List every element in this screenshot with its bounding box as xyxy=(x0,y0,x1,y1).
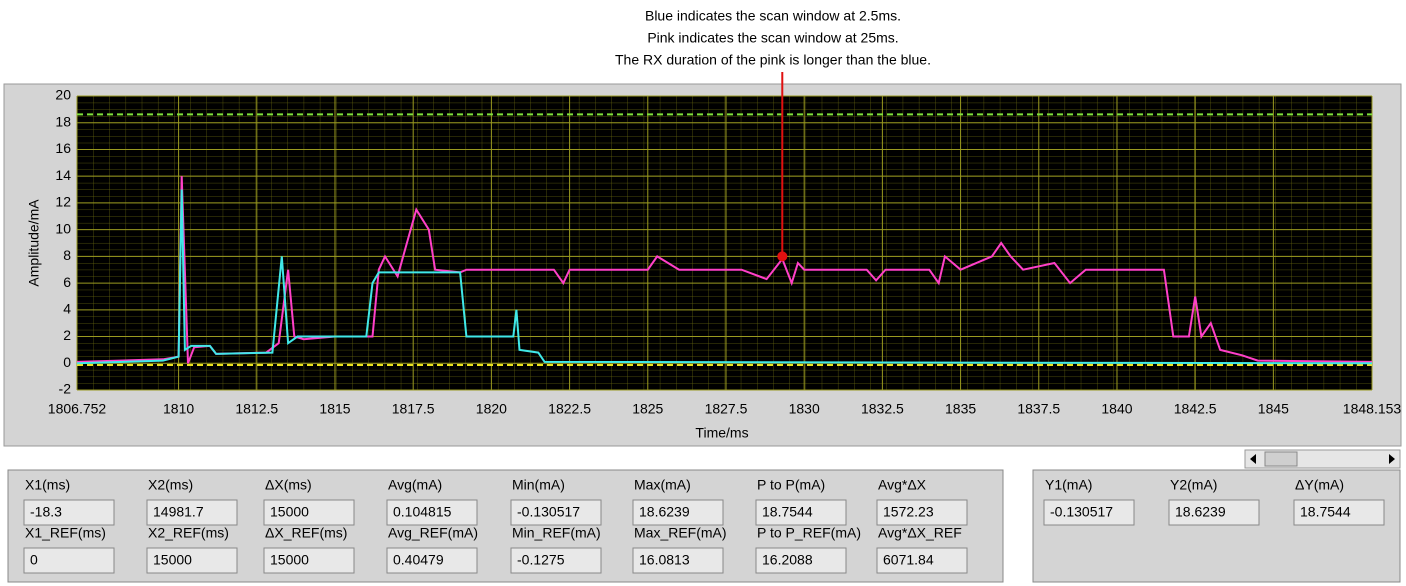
x-tick-label: 1830 xyxy=(789,401,820,417)
field-box xyxy=(632,499,724,526)
field-box xyxy=(386,499,478,526)
x-tick-label: 1822.5 xyxy=(548,401,591,417)
field-box xyxy=(263,499,355,526)
field-box xyxy=(510,499,602,526)
field-box xyxy=(876,499,968,526)
x-tick-label: 1817.5 xyxy=(392,401,435,417)
y-tick-label: 16 xyxy=(55,140,71,156)
annotation-point xyxy=(777,251,788,262)
x-tick-label: 1825 xyxy=(632,401,663,417)
field-label: P to P(mA) xyxy=(757,477,825,493)
x-tick-label: 1806.752 xyxy=(48,401,107,417)
annotation-text: The RX duration of the pink is longer th… xyxy=(615,52,931,68)
field-label: X2_REF(ms) xyxy=(148,525,229,541)
y-tick-label: 0 xyxy=(63,354,71,370)
x-tick-label: 1812.5 xyxy=(235,401,278,417)
field-value: 18.6239 xyxy=(1175,504,1226,520)
field-box xyxy=(263,547,355,574)
field-label: Max_REF(mA) xyxy=(634,525,727,541)
annotation-text: Blue indicates the scan window at 2.5ms. xyxy=(645,8,901,24)
y-tick-label: 6 xyxy=(63,274,71,290)
x-tick-label: 1815 xyxy=(319,401,350,417)
field-label: ΔX_REF(ms) xyxy=(265,525,347,541)
field-label: Avg(mA) xyxy=(388,477,442,493)
field-label: ΔX(ms) xyxy=(265,477,312,493)
scroll-thumb[interactable] xyxy=(1264,451,1298,467)
y-tick-label: 18 xyxy=(55,113,71,129)
x-tick-label: 1827.5 xyxy=(705,401,748,417)
field-box xyxy=(23,547,115,574)
y-tick-label: 2 xyxy=(63,327,71,343)
field-label: Max(mA) xyxy=(634,477,691,493)
field-label: X1(ms) xyxy=(25,477,70,493)
y-tick-label: 8 xyxy=(63,247,71,263)
field-value: 15000 xyxy=(153,552,192,568)
field-value: 1572.23 xyxy=(883,504,934,520)
minor-grid xyxy=(77,96,1372,390)
y-panel xyxy=(1032,469,1401,583)
field-value: 15000 xyxy=(270,552,309,568)
series-line xyxy=(76,176,1373,364)
field-box xyxy=(755,547,847,574)
field-label: X2(ms) xyxy=(148,477,193,493)
field-label: Min_REF(mA) xyxy=(512,525,601,541)
field-box xyxy=(386,547,478,574)
field-box xyxy=(1293,499,1385,526)
field-value: -0.130517 xyxy=(517,504,580,520)
field-value: 18.6239 xyxy=(639,504,690,520)
field-label: Avg_REF(mA) xyxy=(388,525,478,541)
field-value: 18.7544 xyxy=(1300,504,1351,520)
field-value: 14981.7 xyxy=(153,504,204,520)
field-value: -18.3 xyxy=(30,504,62,520)
field-box xyxy=(23,499,115,526)
y-tick-label: 4 xyxy=(63,301,71,317)
field-value: -0.1275 xyxy=(517,552,565,568)
field-label: X1_REF(ms) xyxy=(25,525,106,541)
x-tick-label: 1842.5 xyxy=(1174,401,1217,417)
x-tick-label: 1845 xyxy=(1258,401,1289,417)
field-box xyxy=(510,547,602,574)
field-value: 15000 xyxy=(270,504,309,520)
y-tick-label: -2 xyxy=(59,381,72,397)
field-label: Min(mA) xyxy=(512,477,565,493)
x-tick-label: 1835 xyxy=(945,401,976,417)
field-box xyxy=(755,499,847,526)
y-axis-label: Amplitude/mA xyxy=(26,199,42,287)
field-value: 0.104815 xyxy=(393,504,452,520)
y-tick-label: 12 xyxy=(55,194,71,210)
field-box xyxy=(146,547,238,574)
field-label: Avg*ΔX_REF xyxy=(878,525,962,541)
x-tick-label: 1810 xyxy=(163,401,194,417)
field-value: 16.0813 xyxy=(639,552,690,568)
field-box xyxy=(632,547,724,574)
x-tick-label: 1820 xyxy=(476,401,507,417)
field-label: Y1(mA) xyxy=(1045,477,1092,493)
y-tick-label: 20 xyxy=(55,87,71,103)
x-axis-label: Time/ms xyxy=(695,425,748,441)
field-value: 18.7544 xyxy=(762,504,813,520)
field-value: 6071.84 xyxy=(883,552,934,568)
field-label: P to P_REF(mA) xyxy=(757,525,861,541)
field-box xyxy=(146,499,238,526)
field-box xyxy=(1168,499,1260,526)
annotation-text: Pink indicates the scan window at 25ms. xyxy=(647,30,898,46)
field-box xyxy=(1043,499,1135,526)
field-value: 0.40479 xyxy=(393,552,444,568)
x-tick-label: 1832.5 xyxy=(861,401,904,417)
field-box xyxy=(876,547,968,574)
field-value: 0 xyxy=(30,552,38,568)
x-tick-label: 1848.153 xyxy=(1343,401,1402,417)
series-line xyxy=(76,189,1373,365)
y-tick-label: 14 xyxy=(55,167,71,183)
field-label: Y2(mA) xyxy=(1170,477,1217,493)
field-label: ΔY(mA) xyxy=(1295,477,1344,493)
field-value: 16.2088 xyxy=(762,552,813,568)
y-tick-label: 10 xyxy=(55,220,71,236)
field-label: Avg*ΔX xyxy=(878,477,927,493)
field-value: -0.130517 xyxy=(1050,504,1113,520)
x-tick-label: 1840 xyxy=(1101,401,1132,417)
x-tick-label: 1837.5 xyxy=(1017,401,1060,417)
